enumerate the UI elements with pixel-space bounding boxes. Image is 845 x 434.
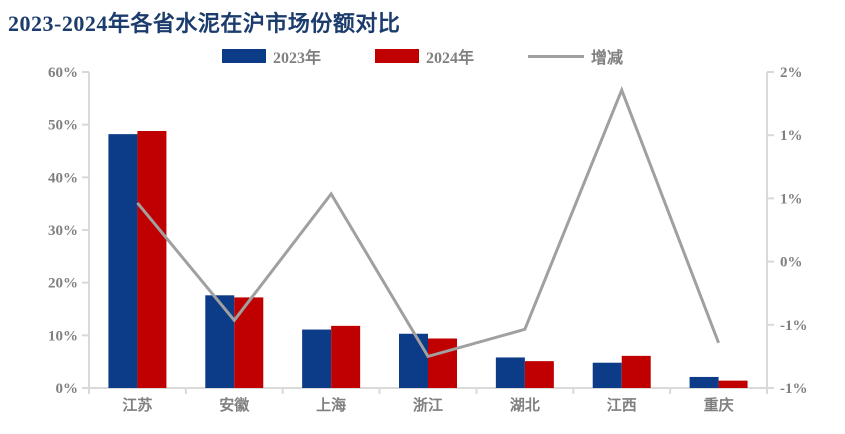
right-tick-label-5: 2% [780,65,803,81]
category-label-2: 上海 [316,396,346,414]
left-tick-label-1: 10% [48,328,78,344]
bar-2024-6 [718,380,748,388]
bar-2023-4 [495,357,525,388]
left-tick-label-4: 40% [48,170,78,186]
bar-2023-2 [302,329,332,388]
change-line [136,85,720,359]
chart-legend: 2023年 2024年 增减 [0,44,845,68]
category-label-5: 江西 [607,396,637,414]
bar-2024-2 [331,325,361,388]
legend-label-2023: 2023年 [272,50,321,67]
bar-2023-6 [689,376,719,388]
chart-title: 2023-2024年各省水泥在沪市场份额对比 [8,11,401,36]
legend-item-change: 增减 [528,44,623,68]
bar-2024-3 [428,338,457,388]
left-tick-label-5: 50% [48,118,78,134]
legend-swatch-2023 [221,49,266,63]
bar-2024-5 [621,355,651,388]
left-tick-label-3: 30% [48,223,78,239]
category-label-0: 江苏 [122,396,152,414]
right-tick-label-3: 1% [780,191,803,207]
bar-2024-0 [137,130,167,388]
left-tick-label-2: 20% [48,276,78,292]
right-tick-label-1: -1% [780,318,808,334]
legend-item-2023: 2023年 [221,44,321,68]
bar-2023-5 [592,362,622,388]
bar-2024-4 [524,361,554,388]
legend-line-swatch [528,54,584,58]
legend-swatch-2024 [374,49,419,63]
right-tick-label-4: 1% [780,128,803,144]
left-tick-label-0: 0% [56,381,79,397]
category-label-6: 重庆 [704,396,734,414]
bar-2023-3 [399,333,428,388]
bar-2024-1 [234,297,264,388]
bar-2023-1 [205,295,235,388]
right-tick-label-2: 0% [780,255,803,271]
right-tick-label-0: -1% [780,381,808,397]
legend-label-change: 增减 [591,50,624,67]
bar-2023-0 [108,134,138,388]
category-label-4: 湖北 [510,397,540,414]
legend-item-2024: 2024年 [374,44,474,68]
left-tick-label-6: 60% [48,65,78,81]
legend-label-2024: 2024年 [425,50,474,67]
category-label-1: 安徽 [219,396,250,414]
category-label-3: 浙江 [413,396,443,414]
